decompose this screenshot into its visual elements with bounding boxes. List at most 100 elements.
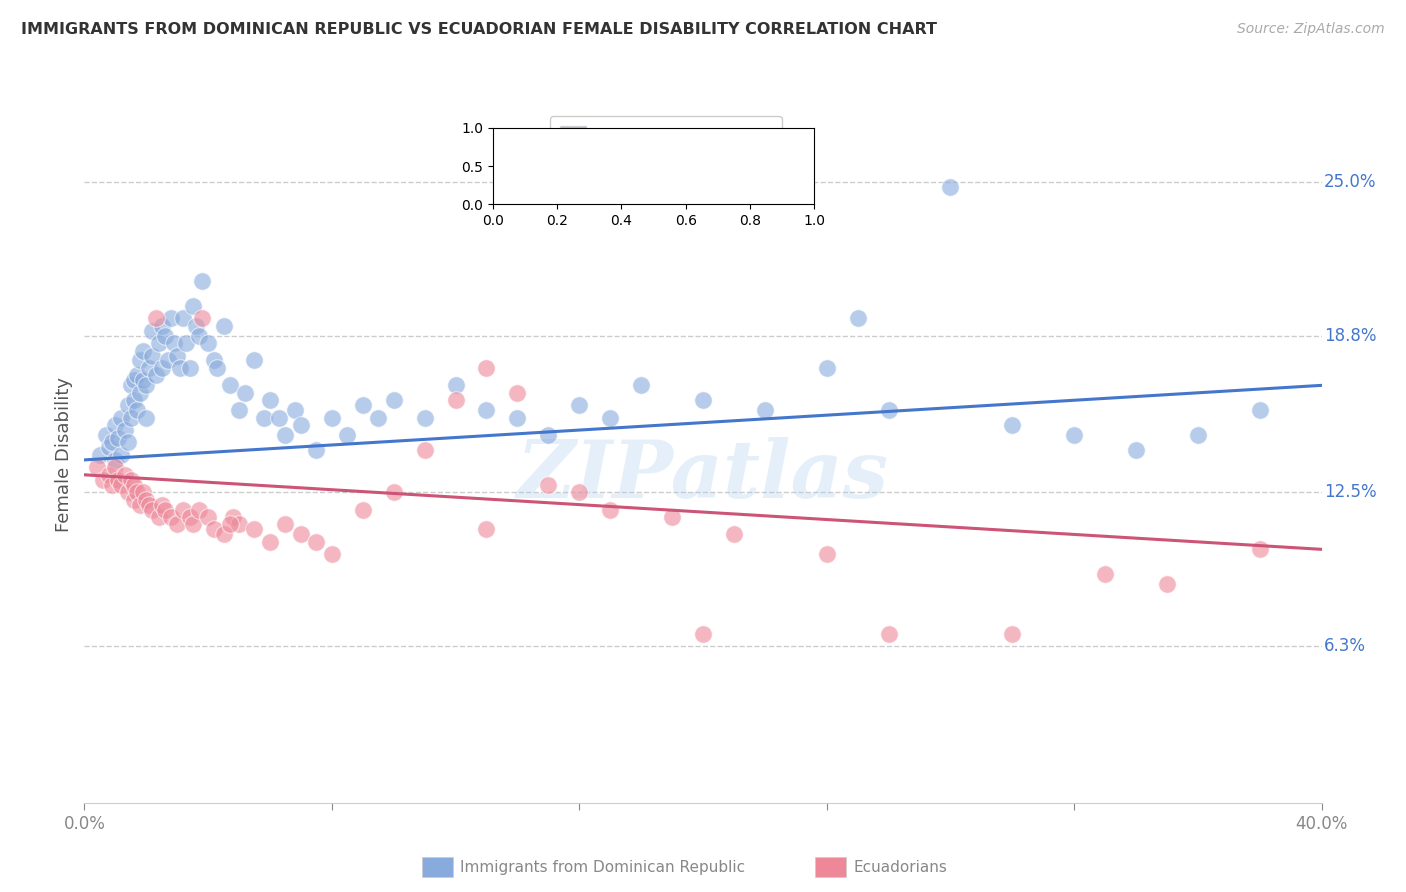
Point [156, 353, 179, 368]
Point [537, 477, 560, 491]
Point [129, 353, 152, 368]
Point [253, 410, 276, 425]
Point [269, 410, 291, 425]
Point [444, 378, 467, 392]
Point [846, 311, 869, 326]
Point [122, 373, 145, 387]
Point [125, 368, 148, 383]
Y-axis label: Female Disability: Female Disability [55, 377, 73, 533]
Point [259, 535, 281, 549]
Text: Immigrants from Dominican Republic: Immigrants from Dominican Republic [460, 860, 745, 874]
Point [336, 428, 359, 442]
Point [141, 502, 163, 516]
Point [179, 510, 201, 524]
Point [94, 428, 117, 442]
Point [1125, 442, 1147, 457]
Point [202, 353, 225, 368]
Point [599, 502, 621, 516]
Point [475, 403, 498, 417]
Point [1001, 418, 1024, 433]
Point [145, 368, 167, 383]
Point [321, 410, 343, 425]
Point [107, 431, 129, 445]
Point [104, 418, 127, 433]
Point [444, 393, 467, 408]
Point [661, 510, 683, 524]
Point [352, 398, 374, 412]
Point [754, 403, 776, 417]
Point [132, 485, 155, 500]
Point [191, 274, 214, 288]
Point [132, 373, 155, 387]
Point [120, 378, 142, 392]
Point [86, 460, 108, 475]
Point [243, 523, 266, 537]
Point [120, 410, 142, 425]
Point [197, 336, 219, 351]
Point [114, 467, 136, 482]
Text: Ecuadorians: Ecuadorians [853, 860, 948, 874]
Point [89, 448, 111, 462]
Point [138, 361, 160, 376]
Point [599, 410, 621, 425]
Point [537, 428, 560, 442]
Point [148, 510, 170, 524]
Point [290, 418, 312, 433]
Point [877, 627, 900, 641]
Point [305, 535, 328, 549]
Point [692, 393, 714, 408]
Point [117, 398, 139, 412]
Point [191, 311, 214, 326]
Point [352, 502, 374, 516]
Point [475, 361, 498, 376]
Point [274, 428, 297, 442]
Point [1156, 577, 1178, 591]
Point [129, 498, 152, 512]
Point [101, 477, 124, 491]
Point [160, 510, 183, 524]
Point [145, 311, 167, 326]
Point [104, 453, 127, 467]
Point [568, 398, 591, 412]
Point [1187, 428, 1209, 442]
Point [169, 361, 191, 376]
Point [218, 378, 240, 392]
Point [382, 393, 405, 408]
Point [207, 361, 229, 376]
Point [233, 385, 256, 400]
Text: 18.8%: 18.8% [1324, 326, 1376, 344]
Point [176, 336, 198, 351]
Point [218, 517, 240, 532]
Point [305, 442, 328, 457]
Point [1063, 428, 1085, 442]
Point [187, 502, 209, 516]
Point [228, 403, 250, 417]
Point [101, 435, 124, 450]
Point [284, 403, 307, 417]
Point [413, 442, 436, 457]
Point [160, 311, 183, 326]
Point [117, 485, 139, 500]
Point [815, 361, 838, 376]
Point [135, 492, 157, 507]
Point [274, 517, 297, 532]
Point [181, 517, 204, 532]
Point [723, 527, 745, 541]
Point [150, 498, 173, 512]
Point [212, 527, 235, 541]
Point [692, 627, 714, 641]
Point [475, 523, 498, 537]
Point [110, 410, 132, 425]
Point [321, 547, 343, 561]
Text: ZIPatlas: ZIPatlas [517, 437, 889, 515]
Point [138, 498, 160, 512]
Point [172, 311, 194, 326]
Point [506, 385, 529, 400]
Point [122, 492, 145, 507]
Text: 12.5%: 12.5% [1324, 483, 1376, 501]
Point [1001, 627, 1024, 641]
Point [243, 353, 266, 368]
Point [506, 410, 529, 425]
Point [181, 299, 204, 313]
Point [382, 485, 405, 500]
